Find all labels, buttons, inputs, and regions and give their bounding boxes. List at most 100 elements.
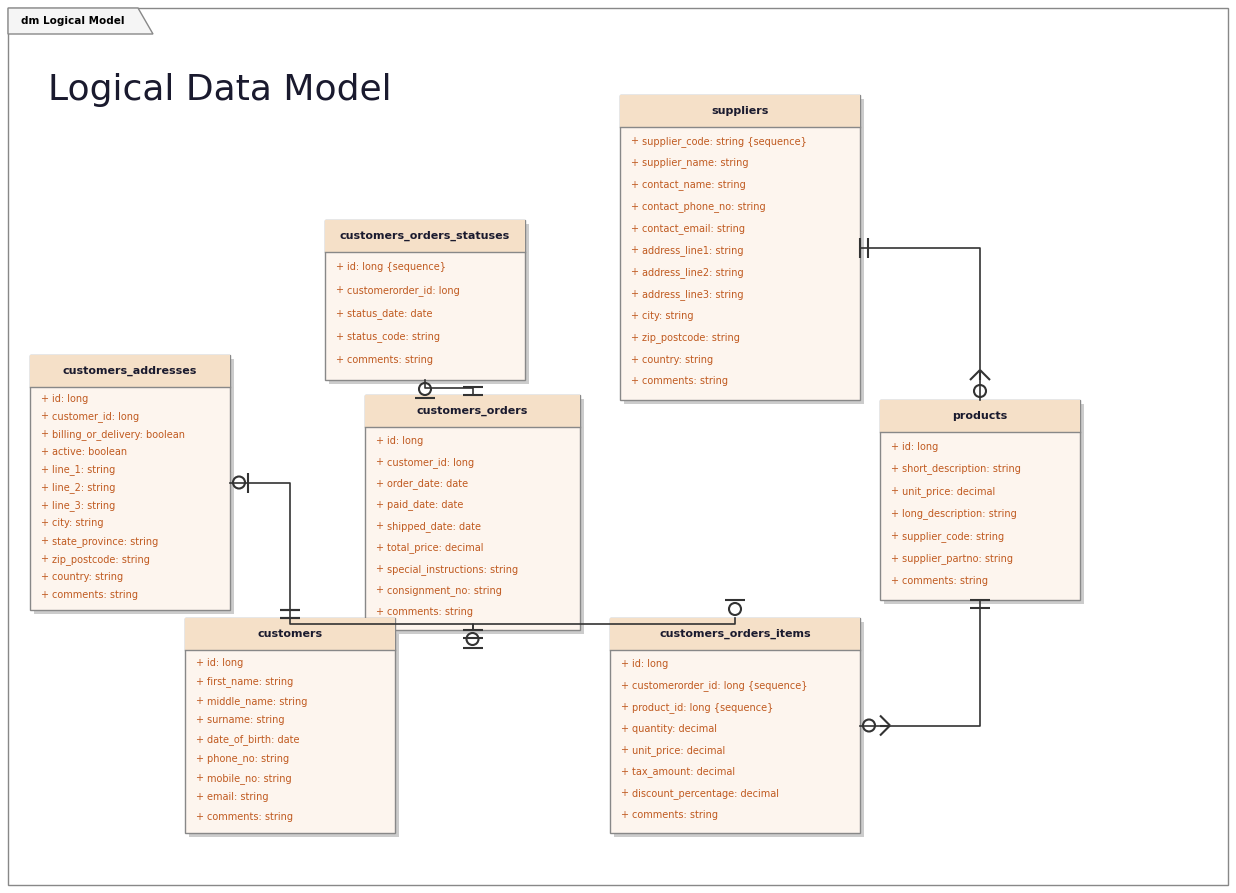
Text: status_date: date: status_date: date xyxy=(347,308,433,319)
Text: customers_orders_items: customers_orders_items xyxy=(659,629,811,639)
Text: +: + xyxy=(40,483,48,493)
Text: +: + xyxy=(630,355,638,364)
Text: +: + xyxy=(890,531,899,541)
Bar xyxy=(329,224,529,384)
Text: address_line2: string: address_line2: string xyxy=(641,267,744,278)
Bar xyxy=(614,622,864,837)
Bar xyxy=(370,399,583,634)
Text: contact_phone_no: string: contact_phone_no: string xyxy=(641,201,765,213)
Bar xyxy=(620,95,860,400)
Text: +: + xyxy=(620,789,628,798)
Text: first_name: string: first_name: string xyxy=(206,676,293,688)
Text: id: long: id: long xyxy=(206,657,243,668)
Text: +: + xyxy=(890,441,899,452)
Text: +: + xyxy=(195,657,203,668)
Text: zip_postcode: string: zip_postcode: string xyxy=(52,554,150,564)
Text: country: string: country: string xyxy=(52,572,124,582)
Text: comments: string: comments: string xyxy=(387,607,473,617)
Text: address_line1: string: address_line1: string xyxy=(641,245,744,256)
Text: +: + xyxy=(890,576,899,586)
Bar xyxy=(189,622,399,837)
Text: id: long: id: long xyxy=(632,659,669,669)
Text: +: + xyxy=(195,696,203,706)
Text: dm Logical Model: dm Logical Model xyxy=(21,16,125,26)
Text: +: + xyxy=(620,723,628,733)
Bar xyxy=(30,355,230,610)
Text: +: + xyxy=(195,773,203,783)
Text: +: + xyxy=(335,355,344,365)
Bar xyxy=(880,400,1080,432)
Text: +: + xyxy=(335,332,344,342)
Text: +: + xyxy=(375,543,383,553)
Text: +: + xyxy=(890,487,899,497)
Text: address_line3: string: address_line3: string xyxy=(641,288,744,299)
Text: tax_amount: decimal: tax_amount: decimal xyxy=(632,766,735,777)
Text: customers_addresses: customers_addresses xyxy=(63,366,198,376)
Text: +: + xyxy=(375,436,383,446)
Text: comments: string: comments: string xyxy=(206,812,293,822)
Text: id: long: id: long xyxy=(387,436,423,446)
Text: +: + xyxy=(40,447,48,457)
Text: unit_price: decimal: unit_price: decimal xyxy=(902,486,995,497)
Text: comments: string: comments: string xyxy=(347,355,433,365)
Text: city: string: city: string xyxy=(52,519,104,529)
Text: customer_id: long: customer_id: long xyxy=(387,457,475,468)
Text: suppliers: suppliers xyxy=(711,106,769,116)
Text: comments: string: comments: string xyxy=(632,810,718,820)
Text: +: + xyxy=(890,554,899,563)
Bar xyxy=(325,220,525,252)
Text: +: + xyxy=(630,289,638,299)
Text: +: + xyxy=(630,246,638,255)
Text: +: + xyxy=(375,500,383,510)
Text: middle_name: string: middle_name: string xyxy=(206,696,308,706)
Text: supplier_name: string: supplier_name: string xyxy=(641,157,749,169)
Text: surname: string: surname: string xyxy=(206,715,284,725)
Text: paid_date: date: paid_date: date xyxy=(387,499,464,511)
Text: active: boolean: active: boolean xyxy=(52,447,127,457)
Text: +: + xyxy=(195,792,203,803)
Text: total_price: decimal: total_price: decimal xyxy=(387,542,483,553)
Text: +: + xyxy=(620,680,628,690)
Bar xyxy=(880,400,1080,600)
Text: +: + xyxy=(620,810,628,820)
Text: +: + xyxy=(630,333,638,343)
Text: long_description: string: long_description: string xyxy=(902,508,1017,519)
Text: supplier_code: string: supplier_code: string xyxy=(902,530,1004,542)
Text: +: + xyxy=(620,745,628,755)
Text: +: + xyxy=(630,267,638,277)
Text: comments: string: comments: string xyxy=(641,377,728,387)
Text: supplier_partno: string: supplier_partno: string xyxy=(902,553,1014,564)
Text: customers: customers xyxy=(257,629,323,639)
Text: products: products xyxy=(953,411,1007,421)
Text: +: + xyxy=(890,464,899,474)
Text: status_code: string: status_code: string xyxy=(347,331,440,342)
Bar xyxy=(611,618,860,650)
Text: email: string: email: string xyxy=(206,792,268,803)
Text: unit_price: decimal: unit_price: decimal xyxy=(632,745,726,755)
Text: +: + xyxy=(630,311,638,321)
Text: product_id: long {sequence}: product_id: long {sequence} xyxy=(632,702,774,713)
Text: zip_postcode: string: zip_postcode: string xyxy=(641,332,740,343)
Text: +: + xyxy=(630,179,638,190)
Text: +: + xyxy=(195,735,203,745)
Text: +: + xyxy=(620,659,628,669)
Text: date_of_birth: date: date_of_birth: date xyxy=(206,734,299,745)
Text: customerorder_id: long {sequence}: customerorder_id: long {sequence} xyxy=(632,680,807,691)
Text: +: + xyxy=(630,202,638,212)
Text: +: + xyxy=(40,537,48,547)
Text: +: + xyxy=(375,564,383,574)
Text: +: + xyxy=(630,158,638,168)
Text: +: + xyxy=(195,812,203,822)
Text: +: + xyxy=(335,286,344,296)
Text: quantity: decimal: quantity: decimal xyxy=(632,723,717,733)
Text: +: + xyxy=(335,263,344,272)
Text: comments: string: comments: string xyxy=(902,576,988,586)
Text: phone_no: string: phone_no: string xyxy=(206,754,289,764)
Bar xyxy=(30,355,230,387)
Text: short_description: string: short_description: string xyxy=(902,463,1021,474)
Text: line_2: string: line_2: string xyxy=(52,482,115,493)
Bar xyxy=(620,95,860,127)
Text: +: + xyxy=(40,465,48,475)
Text: contact_name: string: contact_name: string xyxy=(641,179,745,190)
Text: discount_percentage: decimal: discount_percentage: decimal xyxy=(632,788,779,798)
